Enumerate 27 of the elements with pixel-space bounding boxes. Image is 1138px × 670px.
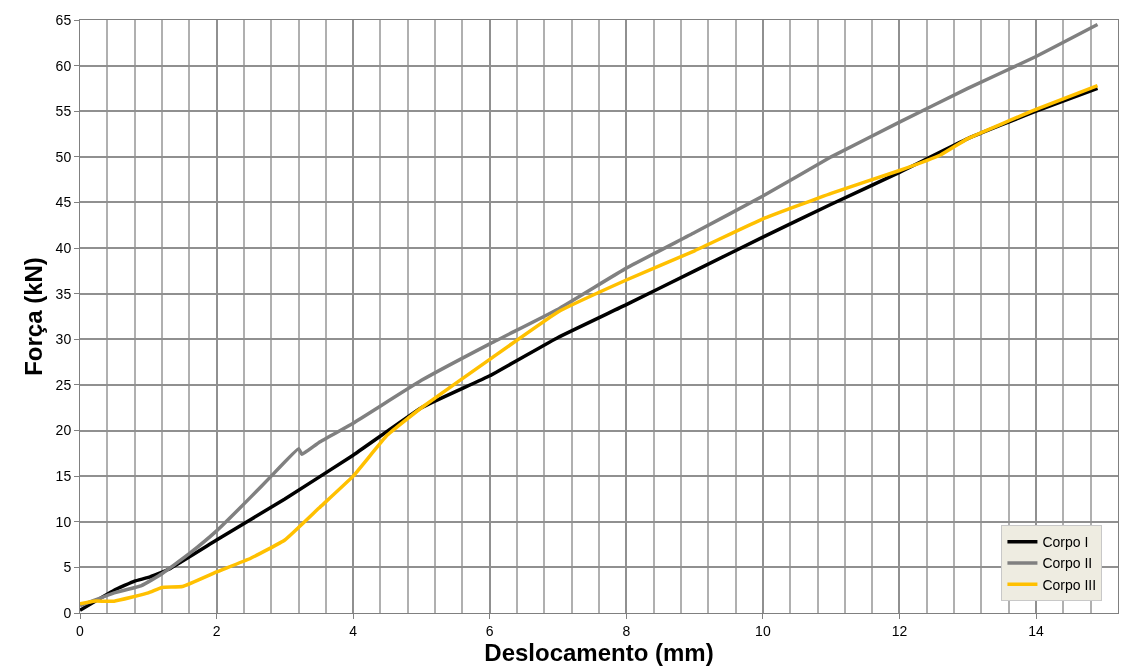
y-tick-label: 50 <box>55 148 72 165</box>
legend-label: Corpo III <box>1042 576 1097 593</box>
y-tick-label: 0 <box>63 604 72 621</box>
y-tick-label: 15 <box>55 468 72 485</box>
legend-label: Corpo I <box>1042 534 1089 551</box>
x-tick-label: 6 <box>485 622 494 639</box>
y-tick-label: 10 <box>55 513 72 530</box>
x-axis-title: Deslocamento (mm) <box>484 638 714 666</box>
x-tick-label: 0 <box>76 622 85 639</box>
x-tick-label: 12 <box>891 622 908 639</box>
y-tick-label: 55 <box>55 103 72 120</box>
x-tick-label: 10 <box>755 622 771 639</box>
x-tick-label: 14 <box>1028 622 1045 639</box>
y-tick-label: 45 <box>55 194 72 211</box>
legend-label: Corpo II <box>1042 555 1093 572</box>
x-tick-label: 2 <box>212 622 221 639</box>
y-tick-label: 30 <box>55 331 72 348</box>
y-tick-label: 60 <box>55 57 72 74</box>
y-tick-label: 5 <box>63 559 72 576</box>
y-tick-label: 65 <box>55 11 72 28</box>
y-tick-label: 20 <box>55 422 72 439</box>
x-tick-label: 4 <box>349 622 358 639</box>
y-tick-label: 25 <box>55 376 72 393</box>
y-axis-title: Força (kN) <box>19 257 47 376</box>
y-tick-label: 40 <box>55 239 72 256</box>
x-tick-label: 8 <box>622 622 631 639</box>
y-tick-label: 35 <box>55 285 72 302</box>
